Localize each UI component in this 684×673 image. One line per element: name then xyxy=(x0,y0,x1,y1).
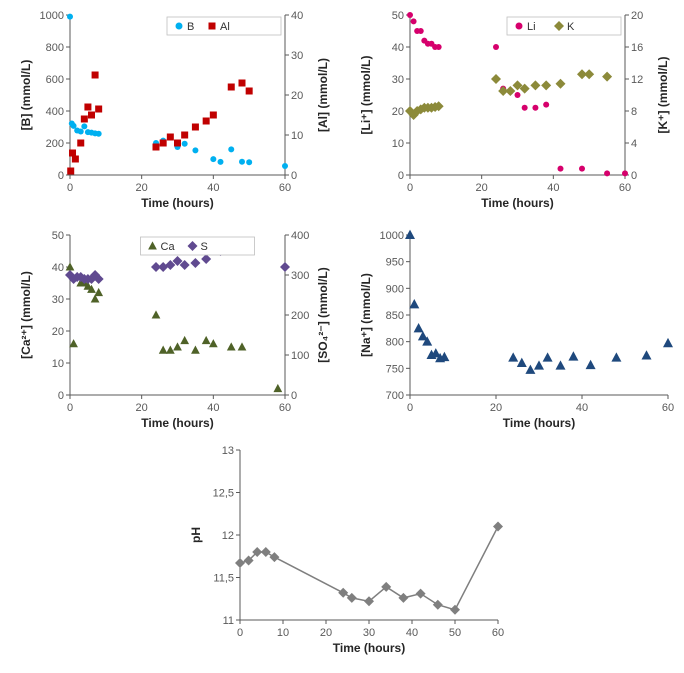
svg-text:40: 40 xyxy=(547,182,559,194)
svg-text:10: 10 xyxy=(291,130,303,142)
svg-text:400: 400 xyxy=(46,106,64,118)
svg-text:40: 40 xyxy=(576,402,588,414)
svg-text:0: 0 xyxy=(398,170,404,182)
svg-text:0: 0 xyxy=(67,182,73,194)
svg-text:0: 0 xyxy=(291,390,297,402)
svg-text:10: 10 xyxy=(52,358,64,370)
svg-text:[Al] (mmol/L): [Al] (mmol/L) xyxy=(316,58,330,132)
svg-text:pH: pH xyxy=(189,527,203,543)
svg-text:950: 950 xyxy=(386,257,404,269)
svg-text:0: 0 xyxy=(58,390,64,402)
svg-text:Time (hours): Time (hours) xyxy=(333,641,405,655)
svg-text:12,5: 12,5 xyxy=(213,488,234,500)
svg-text:40: 40 xyxy=(392,42,404,54)
svg-text:Time (hours): Time (hours) xyxy=(141,196,213,210)
chart-panel-li-k: 020406001020304050048121620Time (hours)[… xyxy=(355,5,680,215)
figure-container: { "layout": { "width": 684, "height": 67… xyxy=(0,0,684,673)
svg-text:20: 20 xyxy=(476,182,488,194)
svg-text:0: 0 xyxy=(407,402,413,414)
svg-text:20: 20 xyxy=(320,627,332,639)
svg-text:Time (hours): Time (hours) xyxy=(481,196,553,210)
svg-text:800: 800 xyxy=(46,42,64,54)
svg-text:100: 100 xyxy=(291,350,309,362)
svg-text:20: 20 xyxy=(136,402,148,414)
svg-text:Time (hours): Time (hours) xyxy=(141,416,213,430)
svg-text:0: 0 xyxy=(291,170,297,182)
svg-text:12: 12 xyxy=(222,530,234,542)
svg-text:30: 30 xyxy=(363,627,375,639)
chart-panel-b-al: 020406002004006008001000010203040Time (h… xyxy=(15,5,340,215)
svg-text:900: 900 xyxy=(386,283,404,295)
svg-text:200: 200 xyxy=(46,138,64,150)
svg-text:Al: Al xyxy=(220,21,230,33)
svg-text:8: 8 xyxy=(631,106,637,118)
svg-text:K: K xyxy=(567,21,575,33)
chart-panel-ca-s: 0204060010203040500100200300400Time (hou… xyxy=(15,225,340,435)
svg-text:0: 0 xyxy=(631,170,637,182)
svg-text:60: 60 xyxy=(492,627,504,639)
svg-text:750: 750 xyxy=(386,363,404,375)
svg-text:60: 60 xyxy=(279,402,291,414)
svg-text:30: 30 xyxy=(291,50,303,62)
svg-text:20: 20 xyxy=(490,402,502,414)
svg-text:30: 30 xyxy=(52,294,64,306)
svg-text:[SO₄²⁻] (mmol/L): [SO₄²⁻] (mmol/L) xyxy=(316,267,330,362)
svg-text:60: 60 xyxy=(662,402,674,414)
svg-text:400: 400 xyxy=(291,230,309,242)
svg-text:4: 4 xyxy=(631,138,637,150)
svg-text:40: 40 xyxy=(207,402,219,414)
svg-text:20: 20 xyxy=(631,10,643,22)
svg-text:Li: Li xyxy=(527,21,536,33)
svg-text:1000: 1000 xyxy=(380,230,404,242)
svg-text:60: 60 xyxy=(619,182,631,194)
svg-text:60: 60 xyxy=(279,182,291,194)
svg-text:50: 50 xyxy=(449,627,461,639)
svg-text:20: 20 xyxy=(136,182,148,194)
svg-text:12: 12 xyxy=(631,74,643,86)
svg-text:Time (hours): Time (hours) xyxy=(503,416,575,430)
svg-text:0: 0 xyxy=(407,182,413,194)
svg-text:20: 20 xyxy=(52,326,64,338)
svg-text:11: 11 xyxy=(223,615,234,627)
svg-text:40: 40 xyxy=(52,262,64,274)
svg-text:[K⁺] (mmol/L): [K⁺] (mmol/L) xyxy=(656,57,670,134)
svg-text:B: B xyxy=(187,21,194,33)
svg-text:16: 16 xyxy=(631,42,643,54)
svg-text:13: 13 xyxy=(222,445,234,457)
svg-text:0: 0 xyxy=(58,170,64,182)
svg-text:200: 200 xyxy=(291,310,309,322)
chart-panel-na: 0 20 40 60 700 750 800 850 900 950 1000 Time (hours… xyxy=(355,225,680,435)
svg-text:20: 20 xyxy=(291,90,303,102)
svg-text:[B] (mmol/L): [B] (mmol/L) xyxy=(19,60,33,131)
svg-text:30: 30 xyxy=(392,74,404,86)
svg-text:850: 850 xyxy=(386,310,404,322)
svg-text:300: 300 xyxy=(291,270,309,282)
svg-text:40: 40 xyxy=(291,10,303,22)
svg-text:[Na⁺] (mmol/L): [Na⁺] (mmol/L) xyxy=(359,273,373,357)
svg-text:40: 40 xyxy=(406,627,418,639)
svg-text:[Li⁺] (mmol/L): [Li⁺] (mmol/L) xyxy=(359,56,373,135)
svg-text:1000: 1000 xyxy=(40,10,64,22)
svg-text:10: 10 xyxy=(277,627,289,639)
svg-text:800: 800 xyxy=(386,337,404,349)
svg-text:Ca: Ca xyxy=(161,241,176,253)
svg-text:50: 50 xyxy=(52,230,64,242)
chart-panel-ph: 0 10 20 30 40 50 60 11 11,5 12 12,5 13 Time (hours) p… xyxy=(185,440,510,660)
svg-text:0: 0 xyxy=(67,402,73,414)
svg-text:700: 700 xyxy=(386,390,404,402)
svg-text:11,5: 11,5 xyxy=(213,573,234,585)
svg-text:600: 600 xyxy=(46,74,64,86)
svg-text:10: 10 xyxy=(392,138,404,150)
svg-text:S: S xyxy=(201,241,208,253)
svg-text:20: 20 xyxy=(392,106,404,118)
svg-text:0: 0 xyxy=(237,627,243,639)
svg-text:40: 40 xyxy=(207,182,219,194)
svg-text:[Ca²⁺] (mmol/L): [Ca²⁺] (mmol/L) xyxy=(19,271,33,359)
svg-text:50: 50 xyxy=(392,10,404,22)
